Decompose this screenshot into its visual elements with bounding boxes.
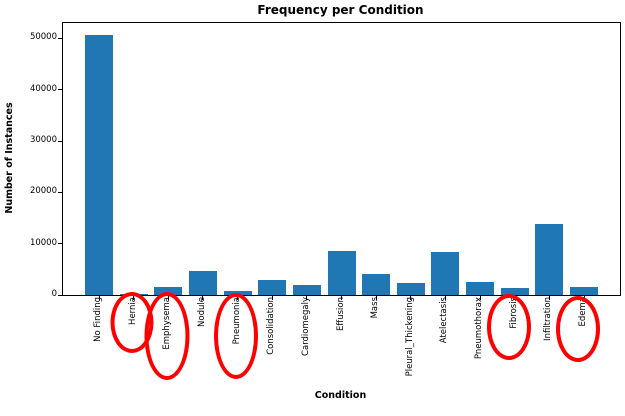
- red-circle-annotation-pneumonia: [213, 293, 258, 379]
- bar-no-finding: [85, 35, 113, 295]
- y-tick-mark: [58, 243, 62, 245]
- y-tick-label: 0: [51, 289, 57, 299]
- y-tick-label: 50000: [29, 32, 57, 43]
- bar-atelectasis: [431, 252, 460, 295]
- x-tick-label-pneumothorax: Pneumothorax: [474, 297, 485, 360]
- y-tick-mark: [58, 37, 62, 39]
- x-tick-label-consolidation: Consolidation: [266, 297, 277, 355]
- x-tick-mark: [271, 296, 273, 300]
- bar-cardiomegaly: [292, 285, 321, 295]
- y-tick-mark: [58, 294, 62, 296]
- x-tick-mark: [306, 296, 308, 300]
- x-axis-label: Condition: [314, 390, 367, 401]
- y-tick-label: 20000: [29, 186, 57, 197]
- y-tick-label: 10000: [29, 237, 57, 248]
- bar-mass: [362, 273, 391, 295]
- x-tick-mark: [375, 296, 377, 300]
- bar-edema: [570, 287, 598, 295]
- x-tick-label-effusion: Effusion: [335, 297, 346, 331]
- bar-pneumonia: [223, 290, 252, 295]
- y-tick-label: 40000: [29, 83, 57, 94]
- y-axis-label: Number of Instances: [4, 102, 15, 214]
- x-tick-mark: [444, 296, 446, 300]
- y-tick-mark: [58, 191, 62, 193]
- x-tick-label-pleural-thickening: Pleural_Thickening: [404, 297, 415, 377]
- bar-infiltration: [535, 223, 564, 295]
- red-circle-annotation-fibrosis: [486, 294, 531, 360]
- bar-pneumothorax: [466, 281, 495, 295]
- y-tick-mark: [58, 89, 62, 91]
- x-tick-mark: [341, 296, 342, 300]
- x-tick-label-cardiomegaly: Cardiomegaly: [300, 297, 311, 356]
- x-tick-mark: [479, 296, 481, 300]
- red-circle-annotation-emphysema: [144, 292, 190, 380]
- bar-nodule: [188, 271, 217, 295]
- bar-fibrosis: [500, 288, 529, 295]
- y-tick-mark: [58, 140, 62, 142]
- x-tick-mark: [98, 296, 100, 300]
- bar-effusion: [327, 250, 356, 295]
- bar-consolidation: [258, 280, 287, 295]
- x-tick-mark: [202, 296, 204, 300]
- bar-pleural-thickening: [396, 283, 425, 295]
- x-tick-mark: [548, 296, 550, 300]
- x-tick-label-mass: Mass: [370, 297, 381, 319]
- red-circle-annotation-edema: [556, 296, 600, 362]
- x-tick-label-infiltration: Infiltration: [543, 297, 554, 341]
- x-tick-mark: [410, 296, 412, 300]
- x-tick-label-nodule: Nodule: [196, 297, 207, 327]
- chart-title: Frequency per Condition: [257, 3, 424, 17]
- bar-emphysema: [154, 286, 183, 295]
- y-tick-label: 30000: [29, 135, 57, 146]
- x-tick-label-atelectasis: Atelectasis: [439, 297, 450, 344]
- x-tick-label-no-finding: No Finding: [93, 297, 103, 342]
- plot-area: [58, 22, 621, 300]
